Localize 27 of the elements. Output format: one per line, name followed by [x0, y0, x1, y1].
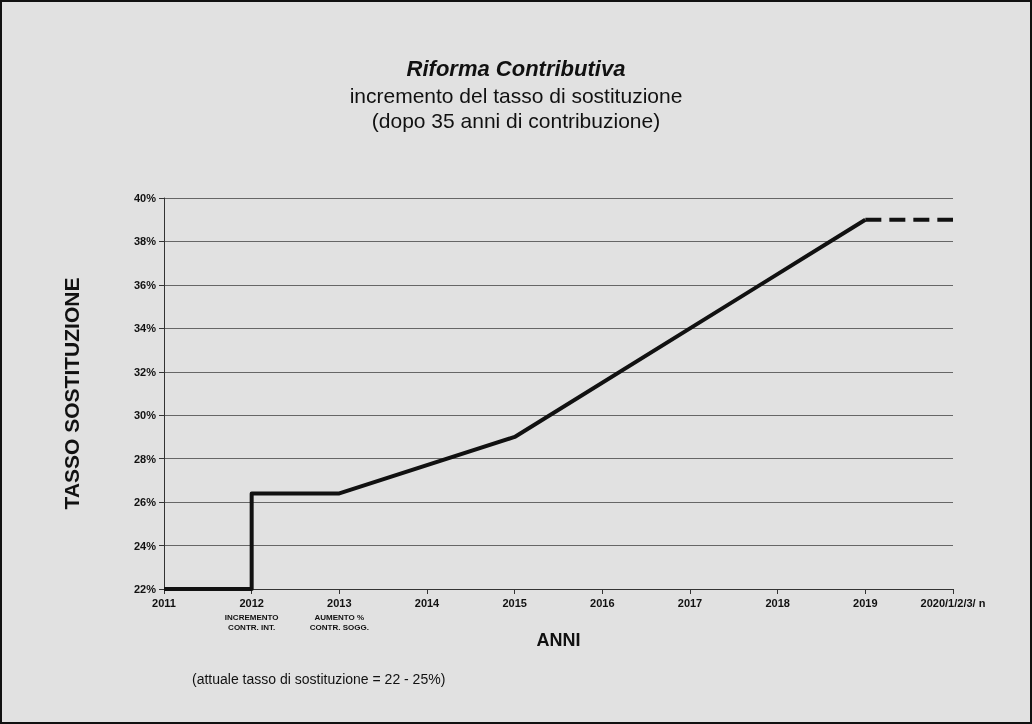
chart-title: Riforma Contributiva	[406, 55, 626, 81]
x-tick-label: 2019	[853, 596, 878, 609]
y-tick-label: 30%	[133, 409, 157, 422]
y-tick-label: 24%	[133, 539, 157, 552]
y-tick-label: 38%	[133, 235, 157, 248]
chart-subtitle: incremento del tasso di sostituzione (dopo 35 anni di contribuzione)	[349, 84, 683, 132]
y-tick-label: 32%	[133, 365, 157, 378]
x-tick-label: 2017	[677, 596, 703, 609]
x-tick-label: 2013	[327, 596, 352, 609]
text: AUMENTO % CONTR. SOGG.	[309, 612, 369, 632]
y-tick-label: 36%	[133, 278, 157, 291]
text: INCREMENTO CONTR. INT.	[224, 612, 279, 632]
y-tick-label: 28%	[133, 452, 157, 465]
y-tick-label: 40%	[133, 192, 157, 204]
y-tick-label: 22%	[133, 583, 157, 595]
text: (attuale tasso di sostituzione = 22 - 25%)	[192, 671, 446, 687]
x-tick-label: 2014	[414, 596, 441, 609]
x-axis-title: ANNI	[536, 630, 581, 650]
y-axis-title: TASSO SOSTITUZIONE	[60, 277, 83, 510]
y-tick-label: 34%	[133, 322, 157, 335]
x-tick-label: 2018	[765, 596, 790, 609]
x-tick-label: 2016	[590, 596, 615, 609]
x-tick-label: 2020/1/2/3/ n	[920, 596, 986, 609]
y-tick-label: 26%	[133, 496, 157, 509]
x-tick-label: 2011	[152, 596, 176, 609]
x-tick-label: 2015	[502, 596, 527, 609]
x-tick-label: 2012	[239, 596, 264, 609]
